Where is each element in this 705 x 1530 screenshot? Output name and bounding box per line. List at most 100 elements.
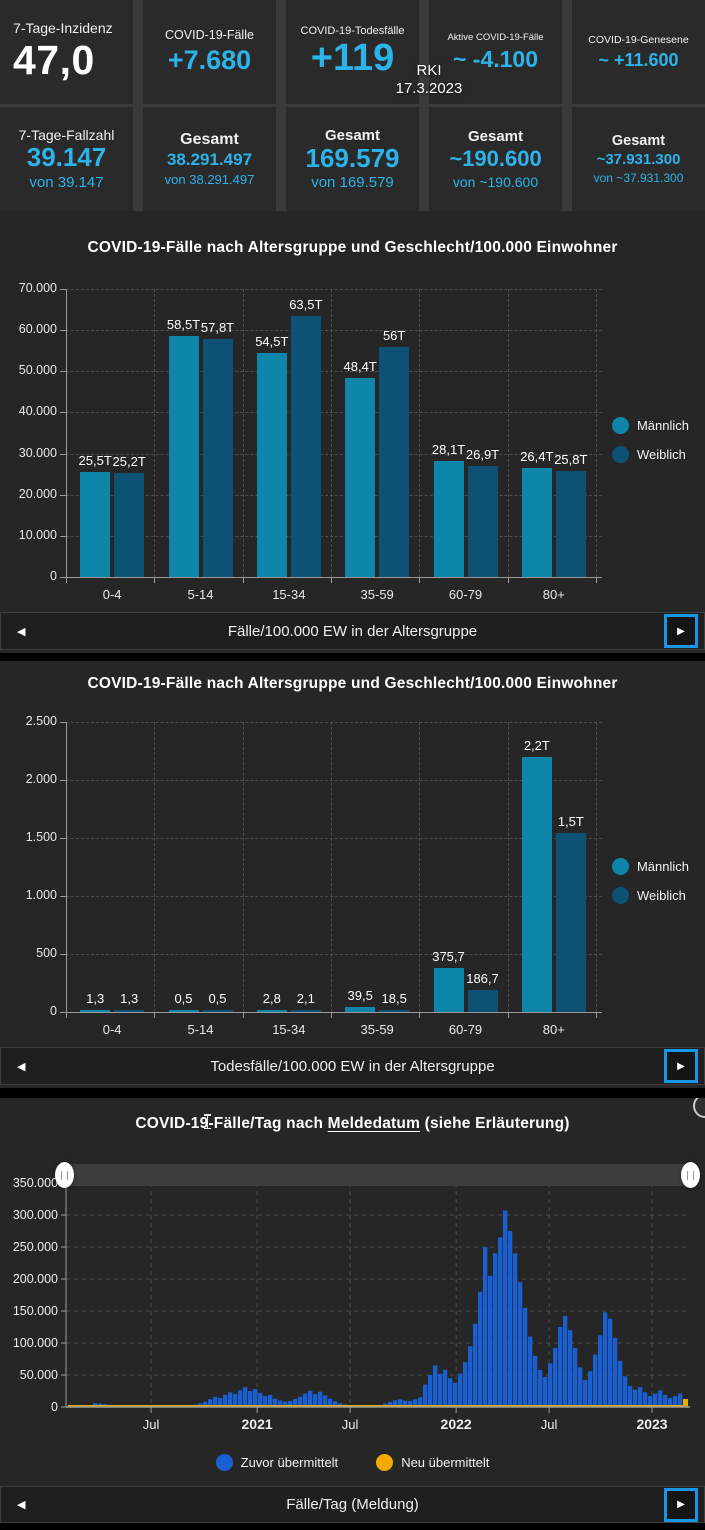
bar-cases-per-day[interactable]	[208, 1399, 213, 1407]
bar-cases-per-day[interactable]	[423, 1384, 428, 1407]
bar-15-34-Weiblich[interactable]	[290, 315, 321, 577]
bar-cases-per-day[interactable]	[253, 1389, 258, 1407]
bar-cases-per-day[interactable]	[218, 1398, 223, 1407]
bar-cases-per-day[interactable]	[633, 1389, 638, 1407]
carousel-next-button[interactable]: ▶	[664, 1049, 698, 1083]
bar-cases-per-day[interactable]	[213, 1396, 218, 1407]
bar-cases-per-day[interactable]	[233, 1394, 238, 1407]
bar-cases-per-day[interactable]	[623, 1376, 628, 1407]
carousel-next-button[interactable]: ▶	[664, 1487, 698, 1522]
bar-cases-per-day[interactable]	[313, 1394, 318, 1407]
bar-cases-per-day[interactable]	[473, 1323, 478, 1407]
bar-cases-per-day[interactable]	[288, 1400, 293, 1407]
bar-35-59-Weiblich[interactable]	[379, 1009, 410, 1012]
bar-5-14-Weiblich[interactable]	[202, 339, 233, 577]
bar-cases-per-day[interactable]	[443, 1369, 448, 1407]
bar-5-14-Weiblich[interactable]	[202, 1010, 233, 1012]
bar-cases-per-day[interactable]	[488, 1275, 493, 1407]
bar-cases-per-day[interactable]	[668, 1398, 673, 1407]
bar-60-79-Weiblich[interactable]	[467, 466, 498, 577]
bar-cases-per-day[interactable]	[418, 1397, 423, 1407]
bar-cases-per-day[interactable]	[618, 1360, 623, 1407]
bar-cases-per-day[interactable]	[508, 1231, 513, 1407]
bar-cases-per-day[interactable]	[283, 1401, 288, 1407]
bar-cases-per-day[interactable]	[438, 1373, 443, 1407]
bar-cases-per-day[interactable]	[513, 1253, 518, 1407]
bar-cases-per-day[interactable]	[588, 1371, 593, 1407]
bar-cases-per-day[interactable]	[408, 1400, 413, 1407]
bar-35-59-Männlich[interactable]	[345, 377, 376, 577]
bar-cases-per-day[interactable]	[533, 1355, 538, 1407]
bar-15-34-Männlich[interactable]	[256, 352, 287, 577]
bar-cases-per-day[interactable]	[318, 1391, 323, 1407]
meldedatum-link[interactable]: Meldedatum	[327, 1115, 421, 1132]
bar-cases-per-day[interactable]	[643, 1392, 648, 1407]
bar-cases-per-day[interactable]	[538, 1369, 543, 1407]
bar-cases-per-day[interactable]	[293, 1399, 298, 1407]
bar-cases-per-day[interactable]	[413, 1399, 418, 1407]
bar-0-4-Weiblich[interactable]	[114, 473, 145, 577]
bar-cases-per-day[interactable]	[273, 1398, 278, 1407]
bar-cases-per-day[interactable]	[403, 1400, 408, 1407]
bar-80+-Weiblich[interactable]	[555, 470, 586, 577]
carousel-prev-button[interactable]: ◀	[17, 625, 26, 638]
bar-cases-per-day[interactable]	[583, 1380, 588, 1407]
bar-cases-per-day[interactable]	[333, 1401, 338, 1407]
bar-cases-per-day[interactable]	[543, 1376, 548, 1407]
bar-cases-per-day[interactable]	[463, 1362, 468, 1407]
bar-cases-per-day[interactable]	[628, 1385, 633, 1407]
bar-cases-per-day[interactable]	[453, 1382, 458, 1407]
bar-cases-per-day[interactable]	[238, 1390, 243, 1407]
bar-cases-per-day[interactable]	[458, 1373, 463, 1407]
bar-cases-per-day[interactable]	[243, 1387, 248, 1407]
bar-cases-per-day[interactable]	[263, 1396, 268, 1407]
bar-cases-per-day[interactable]	[518, 1282, 523, 1407]
bar-cases-per-day[interactable]	[223, 1394, 228, 1407]
slider-handle-right[interactable]	[681, 1162, 700, 1188]
bar-cases-per-day[interactable]	[428, 1375, 433, 1407]
bar-cases-per-day[interactable]	[663, 1394, 668, 1407]
bar-0-4-Männlich[interactable]	[80, 472, 111, 577]
bar-cases-per-day[interactable]	[598, 1335, 603, 1407]
bar-5-14-Männlich[interactable]	[168, 1010, 199, 1012]
bar-0-4-Weiblich[interactable]	[114, 1010, 145, 1012]
bar-cases-per-day[interactable]	[678, 1393, 683, 1407]
bar-cases-per-day[interactable]	[638, 1387, 643, 1407]
bar-cases-per-day[interactable]	[553, 1348, 558, 1407]
bar-80+-Männlich[interactable]	[521, 756, 552, 1012]
bar-80+-Männlich[interactable]	[521, 468, 552, 577]
bar-cases-per-day[interactable]	[648, 1396, 653, 1407]
bar-60-79-Männlich[interactable]	[433, 461, 464, 577]
bar-15-34-Weiblich[interactable]	[290, 1010, 321, 1012]
bar-35-59-Männlich[interactable]	[345, 1007, 376, 1012]
bar-cases-per-day[interactable]	[603, 1312, 608, 1407]
bar-cases-per-day[interactable]	[578, 1367, 583, 1407]
bar-80+-Weiblich[interactable]	[555, 833, 586, 1012]
carousel-next-button[interactable]: ▶	[664, 614, 698, 648]
bar-cases-per-day[interactable]	[398, 1399, 403, 1407]
bar-cases-per-day[interactable]	[248, 1391, 253, 1407]
carousel-prev-button[interactable]: ◀	[17, 1499, 26, 1511]
bar-cases-per-day[interactable]	[468, 1346, 473, 1407]
bar-cases-per-day[interactable]	[573, 1348, 578, 1407]
bar-cases-per-day[interactable]	[228, 1392, 233, 1407]
bar-cases-per-day[interactable]	[608, 1318, 613, 1407]
bar-cases-per-day[interactable]	[528, 1336, 533, 1407]
bar-cases-per-day[interactable]	[548, 1363, 553, 1407]
bar-cases-per-day[interactable]	[563, 1316, 568, 1407]
bar-60-79-Weiblich[interactable]	[467, 990, 498, 1012]
bar-35-59-Weiblich[interactable]	[379, 346, 410, 577]
bar-cases-per-day[interactable]	[448, 1378, 453, 1407]
bar-cases-per-day[interactable]	[323, 1395, 328, 1407]
bar-cases-per-day[interactable]	[498, 1237, 503, 1407]
bar-cases-per-day[interactable]	[328, 1398, 333, 1407]
bar-cases-per-day[interactable]	[593, 1354, 598, 1407]
bar-cases-per-day[interactable]	[433, 1365, 438, 1407]
bar-cases-per-day[interactable]	[503, 1210, 508, 1407]
bar-cases-per-day[interactable]	[258, 1392, 263, 1407]
bar-cases-per-day[interactable]	[653, 1393, 658, 1407]
bar-cases-per-day[interactable]	[388, 1402, 393, 1407]
bar-cases-per-day[interactable]	[658, 1390, 663, 1407]
bar-cases-per-day[interactable]	[613, 1337, 618, 1407]
bar-cases-per-day[interactable]	[523, 1307, 528, 1407]
